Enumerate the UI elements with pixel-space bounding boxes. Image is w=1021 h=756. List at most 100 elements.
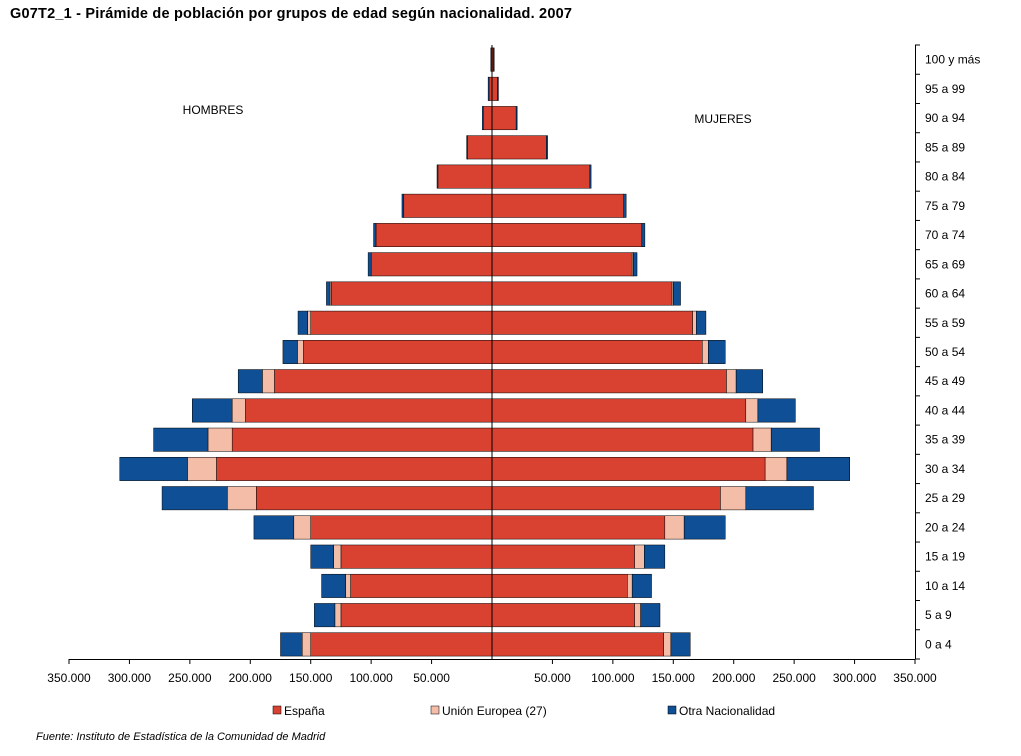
bar-mujeres-espana-5 bbox=[491, 193, 624, 218]
bar-hombres-espana-19 bbox=[340, 603, 493, 628]
bar-hombres-otra-nacionalidad-17 bbox=[310, 544, 334, 569]
bar-hombres-union-europea-16 bbox=[293, 515, 311, 540]
age-group-label: 5 a 9 bbox=[925, 608, 952, 622]
age-group-label: 65 a 69 bbox=[925, 257, 965, 271]
axes-group: 100 y más 95 a 99 90 a 94 85 a 89 80 a 84 75 … bbox=[47, 44, 980, 685]
bar-hombres-espana-14 bbox=[216, 457, 493, 481]
bar-mujeres-otra-nacionalidad-6 bbox=[641, 223, 646, 247]
age-group-label: 85 a 89 bbox=[925, 140, 965, 154]
bar-mujeres-espana-14 bbox=[491, 457, 766, 481]
x-tick-label: 100.000 bbox=[591, 671, 635, 685]
bar-mujeres-espana-8 bbox=[491, 281, 673, 306]
x-tick-label: 350.000 bbox=[47, 671, 91, 685]
x-tick-label: 250.000 bbox=[168, 671, 212, 685]
mujeres-label: MUJERES bbox=[694, 112, 751, 126]
bar-mujeres-union-europea-13 bbox=[752, 427, 772, 452]
bar-hombres-espana-13 bbox=[231, 427, 493, 452]
bars-group bbox=[119, 47, 850, 657]
age-group-label: 95 a 99 bbox=[925, 82, 965, 96]
age-group-label: 20 a 24 bbox=[925, 520, 965, 534]
x-tick-label: 200.000 bbox=[229, 671, 273, 685]
age-group-label: 80 a 84 bbox=[925, 170, 965, 184]
bar-mujeres-espana-11 bbox=[491, 369, 727, 394]
bar-mujeres-otra-nacionalidad-12 bbox=[757, 398, 796, 423]
age-group-label: 90 a 94 bbox=[925, 111, 965, 125]
bar-hombres-otra-nacionalidad-18 bbox=[321, 573, 347, 598]
bar-hombres-union-europea-11 bbox=[262, 369, 275, 394]
bar-hombres-espana-11 bbox=[274, 369, 493, 394]
bar-hombres-otra-nacionalidad-14 bbox=[119, 457, 188, 481]
bar-mujeres-espana-4 bbox=[491, 164, 591, 189]
legend-label-espana: España bbox=[284, 704, 325, 718]
bar-hombres-espana-4 bbox=[437, 164, 493, 189]
bar-mujeres-espana-17 bbox=[491, 544, 635, 569]
bar-mujeres-espana-12 bbox=[491, 398, 747, 423]
bar-mujeres-otra-nacionalidad-11 bbox=[735, 369, 763, 394]
bar-mujeres-espana-15 bbox=[491, 486, 721, 511]
x-tick-label: 200.000 bbox=[712, 671, 756, 685]
bar-hombres-otra-nacionalidad-12 bbox=[192, 398, 233, 423]
bar-mujeres-otra-nacionalidad-9 bbox=[696, 310, 707, 335]
bar-mujeres-espana-7 bbox=[491, 252, 633, 277]
bar-hombres-otra-nacionalidad-16 bbox=[253, 515, 295, 540]
bar-hombres-otra-nacionalidad-2 bbox=[482, 106, 484, 131]
bar-mujeres-otra-nacionalidad-10 bbox=[708, 340, 726, 364]
bar-hombres-otra-nacionalidad-6 bbox=[373, 223, 377, 247]
age-group-label: 0 a 4 bbox=[925, 637, 952, 651]
legend-swatch-espana bbox=[272, 705, 282, 715]
x-tick-label: 250.000 bbox=[772, 671, 816, 685]
bar-hombres-otra-nacionalidad-11 bbox=[237, 369, 263, 394]
x-tick-label: 150.000 bbox=[289, 671, 333, 685]
bar-mujeres-union-europea-9 bbox=[692, 310, 697, 335]
chart-title: G07T2_1 - Pirámide de población por grup… bbox=[10, 6, 573, 22]
bar-hombres-espana-18 bbox=[350, 573, 493, 598]
bar-hombres-espana-6 bbox=[375, 223, 493, 247]
bar-mujeres-otra-nacionalidad-18 bbox=[631, 573, 652, 598]
legend-swatch-union-europea bbox=[430, 705, 440, 715]
bar-mujeres-union-europea-14 bbox=[764, 457, 788, 481]
bar-mujeres-espana-16 bbox=[491, 515, 666, 540]
bar-mujeres-otra-nacionalidad-7 bbox=[633, 252, 638, 277]
age-group-label: 100 y más bbox=[925, 53, 980, 67]
bar-hombres-otra-nacionalidad-5 bbox=[401, 193, 405, 218]
age-group-label: 15 a 19 bbox=[925, 550, 965, 564]
bar-mujeres-union-europea-15 bbox=[720, 486, 747, 511]
bar-mujeres-espana-9 bbox=[491, 310, 693, 335]
bar-mujeres-espana-18 bbox=[491, 573, 628, 598]
bar-mujeres-union-europea-19 bbox=[634, 603, 641, 628]
x-tick-label: 50.000 bbox=[413, 671, 450, 685]
bar-hombres-espana-3 bbox=[466, 135, 493, 160]
bar-hombres-otra-nacionalidad-13 bbox=[153, 427, 209, 452]
bar-mujeres-otra-nacionalidad-14 bbox=[786, 457, 850, 481]
bar-mujeres-espana-10 bbox=[491, 340, 703, 364]
age-group-label: 75 a 79 bbox=[925, 199, 965, 213]
bar-mujeres-espana-1 bbox=[491, 76, 498, 101]
bar-hombres-otra-nacionalidad-9 bbox=[297, 310, 308, 335]
bar-mujeres-otra-nacionalidad-13 bbox=[770, 427, 820, 452]
age-group-label: 35 a 39 bbox=[925, 433, 965, 447]
age-group-label: 30 a 34 bbox=[925, 462, 965, 476]
x-tick-label: 50.000 bbox=[534, 671, 571, 685]
x-tick-label: 300.000 bbox=[108, 671, 152, 685]
bar-mujeres-union-europea-10 bbox=[702, 340, 709, 364]
bar-mujeres-otra-nacionalidad-16 bbox=[683, 515, 726, 540]
bar-hombres-otra-nacionalidad-20 bbox=[280, 632, 303, 657]
bar-hombres-union-europea-13 bbox=[207, 427, 233, 452]
bar-mujeres-otra-nacionalidad-19 bbox=[640, 603, 661, 628]
bar-mujeres-espana-3 bbox=[491, 135, 547, 160]
bar-hombres-espana-2 bbox=[482, 106, 493, 131]
age-group-label: 55 a 59 bbox=[925, 316, 965, 330]
bar-mujeres-espana-6 bbox=[491, 223, 643, 247]
bar-mujeres-otra-nacionalidad-1 bbox=[497, 76, 499, 101]
bar-hombres-otra-nacionalidad-7 bbox=[367, 252, 372, 277]
bar-hombres-espana-5 bbox=[403, 193, 493, 218]
bar-hombres-otra-nacionalidad-19 bbox=[314, 603, 336, 628]
legend: España Unión Europea (27) Otra Nacionalida… bbox=[272, 704, 775, 718]
bar-mujeres-union-europea-11 bbox=[726, 369, 737, 394]
bar-hombres-espana-15 bbox=[256, 486, 493, 511]
bar-hombres-otra-nacionalidad-8 bbox=[326, 281, 331, 306]
hombres-label: HOMBRES bbox=[183, 103, 244, 117]
bar-hombres-espana-10 bbox=[303, 340, 493, 364]
bar-hombres-union-europea-12 bbox=[231, 398, 246, 423]
